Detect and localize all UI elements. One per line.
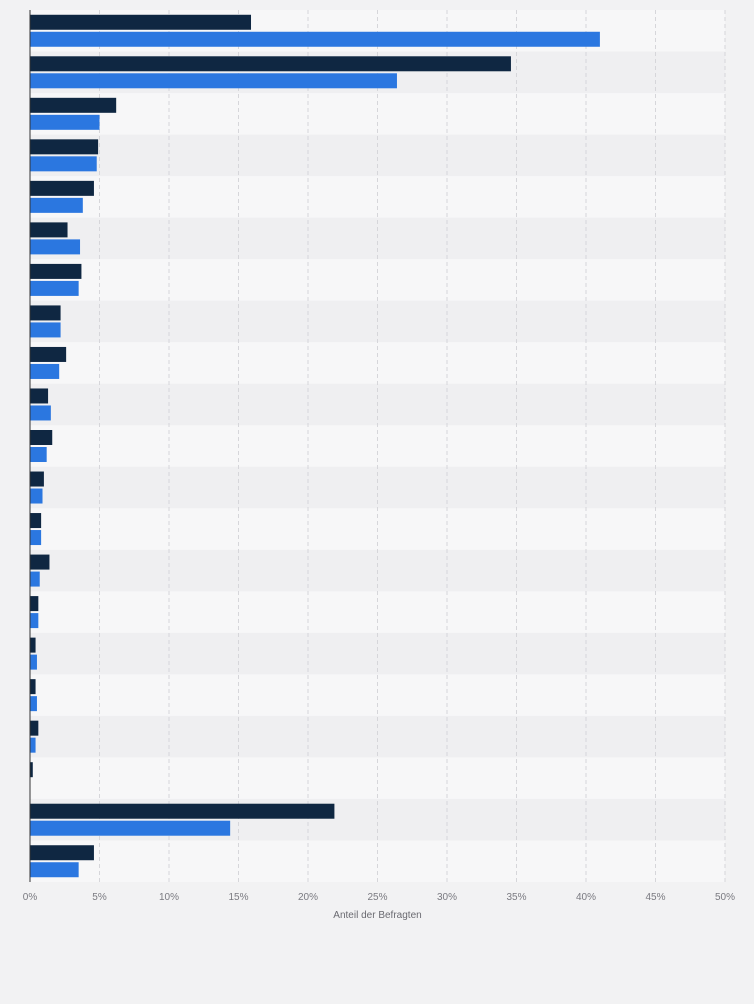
bar-series-2: [30, 737, 36, 753]
bar-series-2: [30, 73, 397, 89]
x-tick-label: 30%: [437, 892, 457, 903]
row-band: [30, 715, 725, 758]
bar-series-2: [30, 280, 79, 296]
bar-series-1: [30, 346, 67, 362]
bar-series-1: [30, 56, 511, 72]
bar-series-2: [30, 530, 42, 546]
bar-series-2: [30, 197, 83, 213]
bar-series-2: [30, 239, 81, 255]
x-tick-label: 35%: [506, 892, 526, 903]
gridlines: [99, 10, 726, 882]
bar-series-2: [30, 447, 47, 462]
bar-series-1: [30, 97, 117, 113]
bar-series-1: [30, 845, 94, 861]
bar-series-2: [30, 571, 40, 587]
x-axis-label: Anteil der Befragten: [333, 910, 421, 921]
bar-series-1: [30, 305, 61, 321]
bar-series-1: [30, 388, 49, 404]
bar-series-2: [30, 114, 100, 130]
x-tick-label: 5%: [92, 892, 107, 903]
bar-series-1: [30, 762, 33, 778]
bar-series-1: [30, 263, 82, 279]
x-tick-label: 0%: [23, 892, 38, 903]
bar-series-2: [30, 405, 51, 421]
bars: [30, 14, 600, 878]
x-axis-ticks: 0% 5% 10% 15% 20% 25% 30% 35% 40% 45% 50%: [23, 892, 735, 903]
bar-series-2: [30, 820, 231, 836]
bar-series-1: [30, 180, 94, 196]
bar-series-2: [30, 696, 37, 712]
bar-series-2: [30, 654, 37, 670]
bar-series-1: [30, 14, 252, 30]
bar-series-1: [30, 139, 99, 155]
bar-series-1: [30, 222, 68, 238]
row-band: [30, 134, 725, 177]
bar-series-1: [30, 803, 335, 819]
x-tick-label: 45%: [645, 892, 665, 903]
bar-series-2: [30, 31, 600, 47]
x-tick-label: 40%: [576, 892, 596, 903]
row-band: [30, 217, 725, 260]
bar-series-1: [30, 679, 36, 695]
bar-series-1: [30, 720, 39, 736]
bar-series-2: [30, 363, 60, 379]
bar-series-2: [30, 488, 43, 504]
bar-series-2: [30, 862, 79, 878]
bar-series-2: [30, 613, 39, 629]
bar-series-1: [30, 471, 44, 487]
bar-series-2: [30, 322, 61, 338]
bar-series-1: [30, 430, 53, 445]
row-band: [30, 632, 725, 675]
x-tick-label: 10%: [159, 892, 179, 903]
bar-series-1: [30, 596, 39, 612]
x-tick-label: 15%: [228, 892, 248, 903]
bar-series-1: [30, 513, 42, 529]
bar-series-1: [30, 554, 50, 570]
bar-series-1: [30, 637, 36, 653]
bar-series-2: [30, 156, 97, 172]
x-tick-label: 50%: [715, 892, 735, 903]
x-tick-label: 25%: [367, 892, 387, 903]
x-tick-label: 20%: [298, 892, 318, 903]
